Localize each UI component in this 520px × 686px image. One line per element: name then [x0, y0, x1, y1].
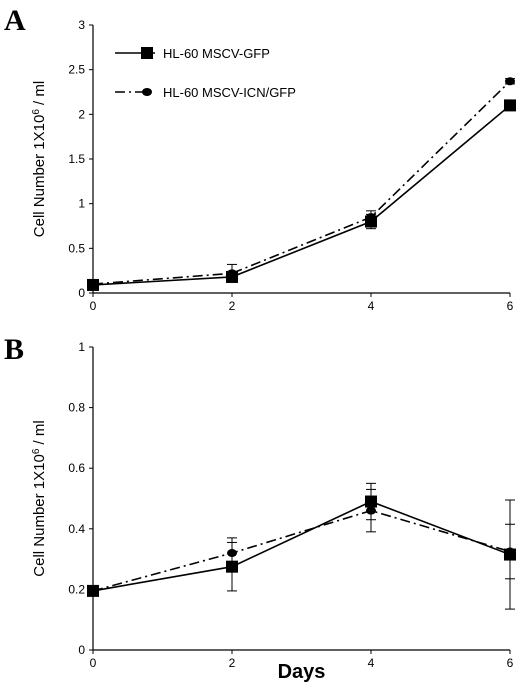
y-tick-label: 2.5 — [68, 63, 85, 77]
y-axis-label: Cell Number 1X106 / ml — [31, 81, 49, 237]
x-tick-label: 4 — [368, 299, 375, 313]
x-axis-label: Days — [278, 661, 326, 683]
y-tick-label: 1 — [78, 340, 85, 354]
y-tick-label: 0.2 — [68, 582, 85, 596]
data-point-circle — [366, 213, 376, 222]
y-tick-label: 0 — [78, 286, 85, 300]
y-tick-label: 0.6 — [68, 461, 85, 475]
panel-letter: B — [4, 333, 24, 366]
series-line-1 — [92, 104, 511, 286]
y-tick-label: 0.8 — [68, 401, 85, 415]
y-tick-label: 1 — [78, 197, 85, 211]
y-tick-label: 2 — [78, 107, 85, 121]
x-tick-label: 0 — [90, 299, 97, 313]
data-point-circle — [88, 280, 98, 289]
y-tick-label: 3 — [78, 18, 85, 32]
y-tick-label: 0 — [78, 643, 85, 657]
series-line-2 — [92, 509, 511, 592]
data-point-circle — [505, 547, 515, 556]
data-point-circle — [366, 506, 376, 515]
y-tick-label: 0.4 — [68, 522, 85, 536]
x-tick-label: 0 — [90, 656, 97, 670]
legend-label: HL-60 MSCV-GFP — [163, 46, 270, 61]
data-point-circle — [227, 549, 237, 558]
data-point-circle — [505, 77, 515, 86]
x-tick-label: 4 — [368, 656, 375, 670]
panel-letter: A — [4, 4, 26, 37]
legend-marker-circle — [142, 88, 152, 96]
y-tick-label: 1.5 — [68, 152, 85, 166]
series-line-1 — [92, 500, 511, 592]
x-tick-label: 2 — [229, 299, 236, 313]
data-point-circle — [88, 586, 98, 595]
x-tick-label: 2 — [229, 656, 236, 670]
legend-label: HL-60 MSCV-ICN/GFP — [163, 85, 296, 100]
data-point-square — [504, 99, 516, 112]
y-tick-label: 0.5 — [68, 241, 85, 255]
x-tick-label: 6 — [507, 656, 514, 670]
x-tick-label: 6 — [507, 299, 514, 313]
legend-marker-square — [141, 47, 153, 59]
chart-panel-2: B 0 0.2 0.4 0.6 0.8 1 0 2 4 6 Cell Number 1X106 / m… — [4, 333, 516, 683]
chart-panel-1: A 0 0.5 1 1.5 2 2.5 3 0 2 4 6 Cell Number 1X106 / ml… — [4, 4, 516, 313]
y-axis-label: Cell Number 1X106 / ml — [31, 420, 49, 576]
series-line-2 — [92, 80, 511, 285]
data-point-circle — [227, 269, 237, 278]
